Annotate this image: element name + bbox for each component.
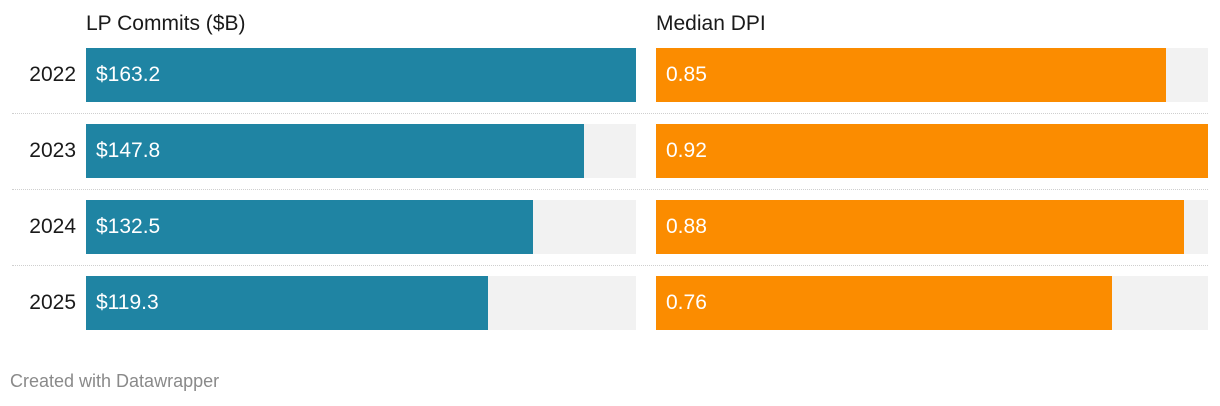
bar-commits-2022: $163.2 (86, 48, 636, 102)
bar-value-label: $119.3 (96, 291, 159, 314)
column-title-lp-commits: LP Commits ($B) (86, 12, 246, 35)
bar-track-commits-2025: $119.3 (86, 276, 636, 330)
bar-dpi-2023: 0.92 (656, 124, 1208, 178)
bar-value-label: 0.76 (666, 291, 707, 314)
bar-dpi-2025: 0.76 (656, 276, 1112, 330)
bar-track-commits-2022: $163.2 (86, 48, 636, 102)
row-label-2022: 2022 (29, 63, 76, 86)
column-title-median-dpi: Median DPI (656, 12, 766, 35)
bar-track-commits-2023: $147.8 (86, 124, 636, 178)
bar-dpi-2022: 0.85 (656, 48, 1166, 102)
bar-track-commits-2024: $132.5 (86, 200, 636, 254)
bar-track-dpi-2022: 0.85 (656, 48, 1208, 102)
bar-value-label: $147.8 (96, 139, 161, 162)
bar-dpi-2024: 0.88 (656, 200, 1184, 254)
row-divider (12, 265, 1208, 266)
bar-commits-2024: $132.5 (86, 200, 533, 254)
row-divider (12, 189, 1208, 190)
bar-track-dpi-2023: 0.92 (656, 124, 1208, 178)
bar-value-label: 0.85 (666, 63, 707, 86)
bar-value-label: 0.88 (666, 215, 707, 238)
bar-track-dpi-2024: 0.88 (656, 200, 1208, 254)
bar-commits-2023: $147.8 (86, 124, 585, 178)
bar-value-label: 0.92 (666, 139, 707, 162)
row-label-2024: 2024 (29, 215, 76, 238)
bar-track-dpi-2025: 0.76 (656, 276, 1208, 330)
bar-value-label: $163.2 (96, 63, 161, 86)
row-label-2025: 2025 (29, 291, 76, 314)
bar-commits-2025: $119.3 (86, 276, 489, 330)
footer-credit: Created with Datawrapper (10, 371, 220, 391)
row-label-2023: 2023 (29, 139, 76, 162)
bar-value-label: $132.5 (96, 215, 161, 238)
row-divider (12, 113, 1208, 114)
